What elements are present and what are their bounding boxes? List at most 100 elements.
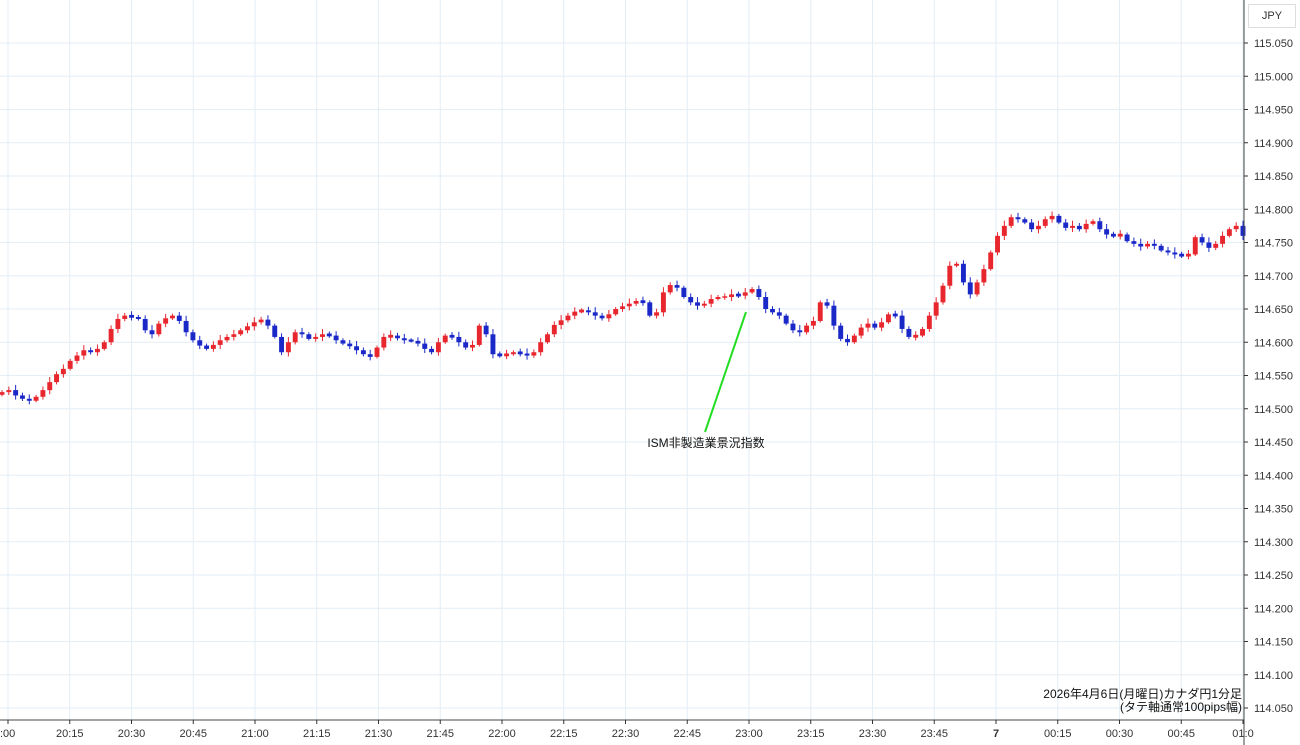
candle-body	[54, 374, 60, 383]
candle-body	[831, 305, 837, 326]
candle-body	[313, 336, 319, 339]
price-tick-label: 114.200	[1254, 603, 1293, 615]
candle-body	[333, 335, 339, 341]
candle-body	[504, 353, 510, 357]
candle-body	[367, 354, 373, 357]
candle-body	[135, 316, 141, 319]
candle-body	[238, 330, 244, 335]
candle-body	[763, 297, 769, 309]
candle-body	[674, 285, 680, 288]
price-tick-label: 114.850	[1254, 171, 1293, 183]
candle-body	[13, 390, 19, 396]
candle-body	[572, 311, 578, 316]
candle-body	[742, 292, 748, 296]
candle-body	[1220, 235, 1225, 244]
candle-body	[360, 350, 366, 355]
candle-body	[858, 327, 864, 336]
time-tick-label: 22:45	[673, 728, 701, 740]
candle-body	[129, 314, 135, 318]
time-tick-label: 23:45	[920, 728, 948, 740]
candle-body	[1110, 233, 1116, 237]
time-tick-label: 20:15	[56, 728, 84, 740]
candle-body	[1199, 237, 1205, 243]
candle-body	[981, 269, 987, 283]
candle-body	[804, 325, 810, 333]
candle-body	[408, 339, 414, 342]
candle-body	[933, 302, 939, 316]
candle-body	[783, 315, 789, 324]
price-tick-label: 114.300	[1254, 537, 1293, 549]
candle-body	[517, 351, 523, 355]
candle-body	[108, 328, 114, 343]
candle-body	[947, 265, 953, 286]
caption-line-2: (タテ軸通常100pips幅)	[1120, 699, 1242, 714]
candle-body	[20, 395, 25, 399]
price-tick-label: 114.400	[1254, 470, 1293, 482]
candle-body	[838, 325, 844, 339]
price-tick-label: 115.000	[1254, 71, 1293, 83]
candle-body	[776, 312, 782, 316]
candle-body	[251, 322, 257, 327]
price-tick-label: 114.950	[1254, 105, 1293, 117]
time-tick-label: 23:30	[859, 728, 887, 740]
grid-lines	[0, 0, 1244, 720]
time-tick-label: 22:00	[488, 728, 516, 740]
candle-body	[899, 315, 905, 329]
time-tick-label: 7	[993, 728, 999, 740]
time-axis-labels[interactable]: :00 20:15 20:30 20:45 21:00 21:15 21:30 21:45 22…	[0, 720, 1254, 740]
price-axis-labels[interactable]: 115.050 115.000 114.950 114.900 114.850 114.8…	[1244, 38, 1293, 715]
candle-body	[470, 344, 475, 348]
candle-body	[422, 343, 428, 349]
candle-body	[715, 297, 721, 300]
candle-body	[204, 345, 210, 349]
candle-body	[190, 332, 196, 341]
candle-body	[1076, 225, 1082, 230]
currency-button[interactable]: JPY	[1248, 4, 1296, 28]
candle-body	[142, 318, 148, 331]
candle-body	[1192, 237, 1198, 255]
price-tick-label: 114.150	[1254, 637, 1293, 649]
candle-body	[210, 344, 216, 349]
candle-body	[599, 315, 605, 319]
price-tick-label: 114.350	[1254, 504, 1293, 516]
candle-body	[729, 294, 735, 298]
annotation-label: ISM非製造業景況指数	[647, 435, 764, 450]
candle-body	[926, 315, 932, 329]
time-tick-label: 21:00	[241, 728, 269, 740]
candle-body	[708, 299, 714, 304]
time-tick-label: 23:15	[797, 728, 825, 740]
candle-body	[176, 315, 182, 321]
candle-body	[388, 334, 394, 338]
price-tick-label: 114.800	[1254, 204, 1293, 216]
candle-body	[1131, 241, 1137, 244]
price-tick-label: 115.050	[1254, 38, 1293, 50]
candle-body	[231, 334, 237, 337]
candle-body	[1151, 243, 1157, 246]
candle-body	[1104, 229, 1110, 235]
candle-body	[1145, 243, 1150, 247]
candle-body	[667, 285, 673, 293]
candle-body	[33, 396, 39, 401]
candle-body	[701, 303, 707, 306]
candle-body	[1083, 223, 1089, 230]
time-tick-label: 00:30	[1106, 728, 1134, 740]
candle-body	[660, 292, 666, 313]
candle-body	[449, 334, 455, 338]
candle-body	[1233, 225, 1239, 230]
candle-body	[1240, 225, 1246, 236]
candle-body	[217, 340, 223, 345]
candle-body	[606, 314, 612, 319]
time-tick-label: 22:30	[612, 728, 640, 740]
candle-body	[565, 315, 571, 321]
candle-body	[258, 319, 264, 323]
price-tick-label: 114.900	[1254, 138, 1293, 150]
candle-body	[6, 390, 12, 393]
price-tick-label: 114.550	[1254, 371, 1293, 383]
candle-body	[0, 392, 5, 395]
time-tick-label: 00:15	[1044, 728, 1072, 740]
candle-body	[1001, 225, 1007, 236]
candle-body	[695, 302, 700, 306]
candle-body	[197, 340, 203, 346]
price-tick-label: 114.500	[1254, 404, 1293, 416]
candle-body	[1035, 225, 1041, 230]
